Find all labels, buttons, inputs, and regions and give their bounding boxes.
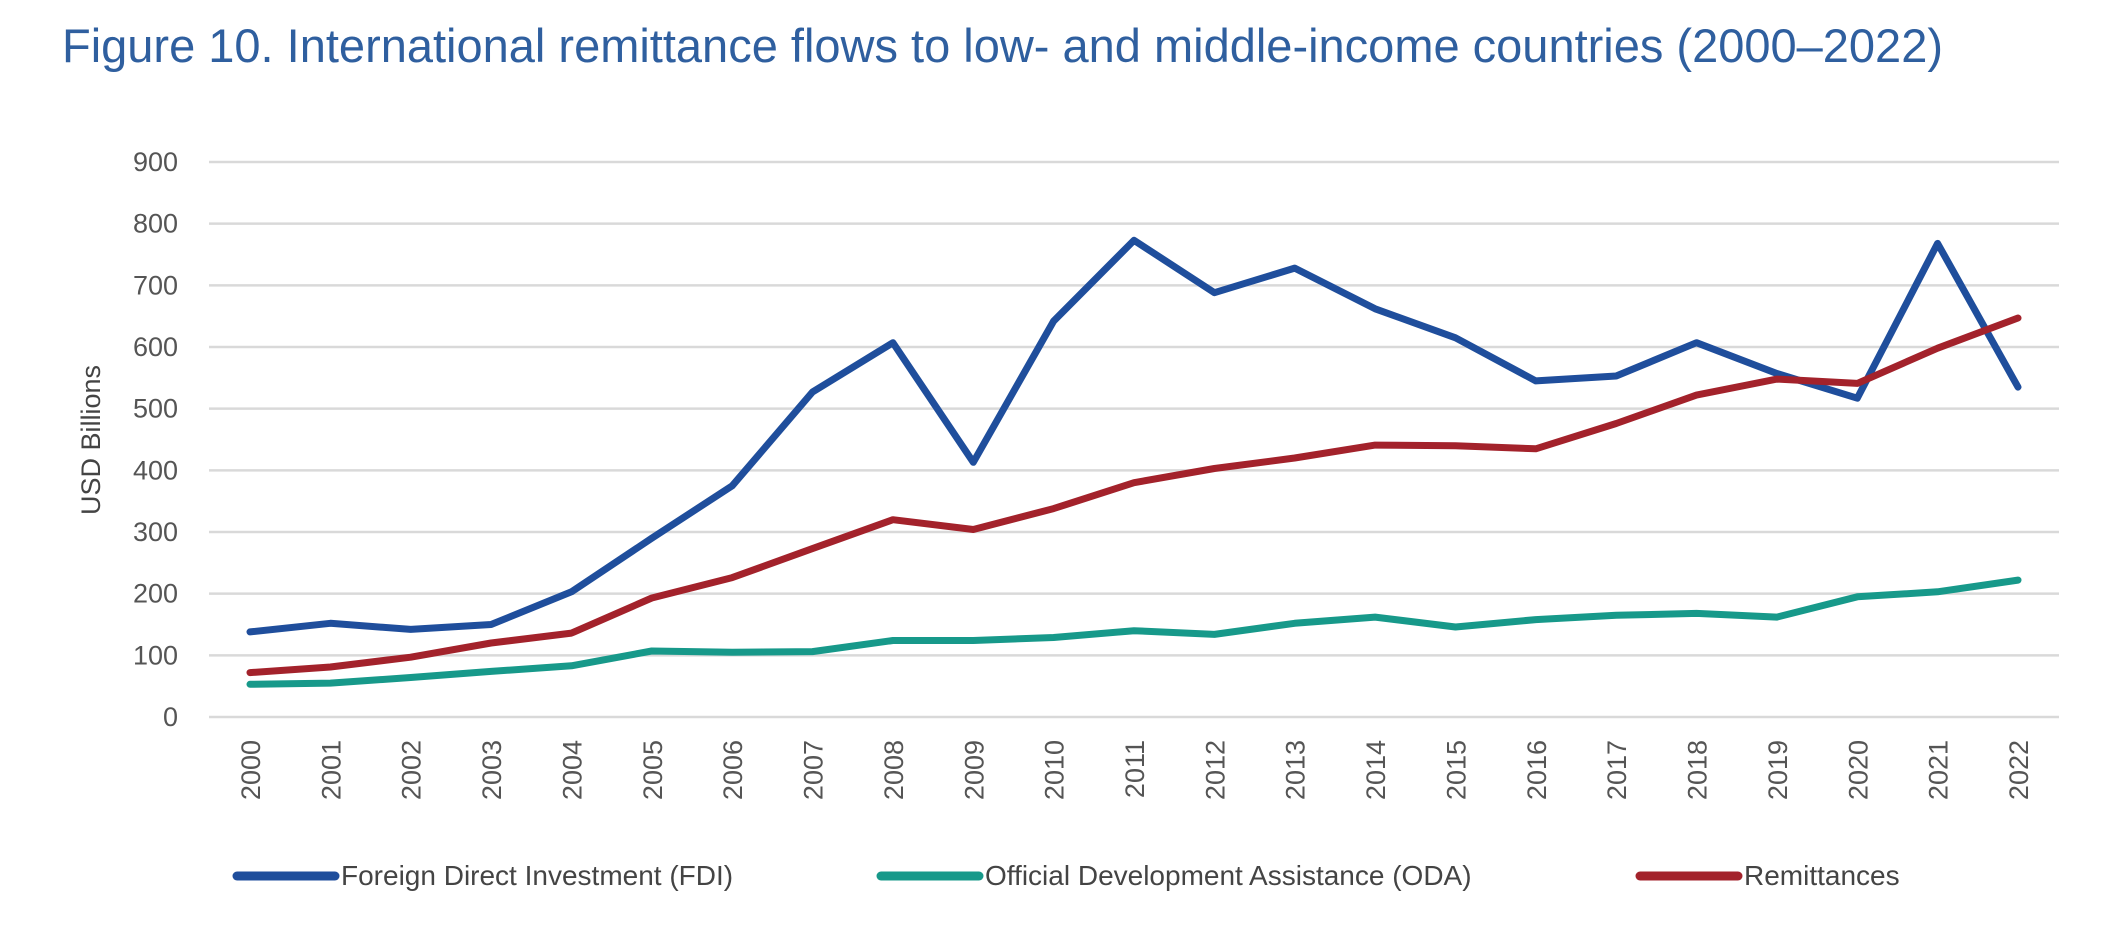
- y-tick-label: 300: [133, 517, 178, 547]
- y-tick-label: 400: [133, 455, 178, 485]
- x-tick-label: 2020: [1843, 740, 1873, 800]
- gridlines: [209, 160, 2059, 719]
- x-tick-label: 2007: [799, 740, 829, 800]
- x-tick-label: 2011: [1120, 740, 1150, 798]
- x-tick-label: 2008: [879, 740, 909, 800]
- x-tick-label: 2013: [1281, 740, 1311, 800]
- x-tick-label: 2018: [1683, 740, 1713, 800]
- x-tick-label: 2001: [316, 740, 346, 800]
- x-axis-ticks: 2000 2001 2002 2003 2004 2005 2006 2007 2008 2009…: [236, 740, 2034, 800]
- y-tick-label: 600: [133, 332, 178, 362]
- x-tick-label: 2012: [1200, 740, 1230, 800]
- y-tick-label: 900: [133, 147, 178, 177]
- x-tick-label: 2003: [477, 740, 507, 800]
- x-tick-label: 2004: [557, 740, 587, 800]
- legend-label: Foreign Direct Investment (FDI): [341, 860, 733, 891]
- x-tick-label: 2006: [718, 740, 748, 800]
- x-tick-label: 2014: [1361, 740, 1391, 800]
- legend: Foreign Direct Investment (FDI) Official …: [232, 860, 1900, 891]
- series-line-0: [246, 236, 2022, 636]
- y-tick-label: 0: [163, 702, 178, 732]
- x-tick-label: 2005: [638, 740, 668, 800]
- x-tick-label: 2017: [1602, 740, 1632, 800]
- x-tick-label: 2010: [1040, 740, 1070, 800]
- chart-title: Figure 10. International remittance flow…: [62, 19, 1943, 72]
- x-tick-label: 2022: [2004, 740, 2034, 800]
- y-axis-ticks: 0 100 200 300 400 500 600 700 800 900: [133, 147, 178, 732]
- x-tick-label: 2000: [236, 740, 266, 800]
- y-axis-label: USD Billions: [76, 365, 106, 515]
- y-tick-label: 500: [133, 394, 178, 424]
- x-tick-label: 2015: [1441, 740, 1471, 800]
- y-tick-label: 200: [133, 579, 178, 609]
- legend-label: Remittances: [1744, 860, 1900, 891]
- x-tick-label: 2009: [959, 740, 989, 800]
- x-tick-label: 2021: [1924, 740, 1954, 800]
- x-tick-label: 2019: [1763, 740, 1793, 800]
- series-line-1: [246, 576, 2022, 688]
- series-lines: [246, 236, 2022, 688]
- y-tick-label: 100: [133, 640, 178, 670]
- legend-label: Official Development Assistance (ODA): [985, 860, 1472, 891]
- x-tick-label: 2002: [397, 740, 427, 800]
- y-tick-label: 700: [133, 270, 178, 300]
- y-tick-label: 800: [133, 209, 178, 239]
- x-tick-label: 2016: [1522, 740, 1552, 800]
